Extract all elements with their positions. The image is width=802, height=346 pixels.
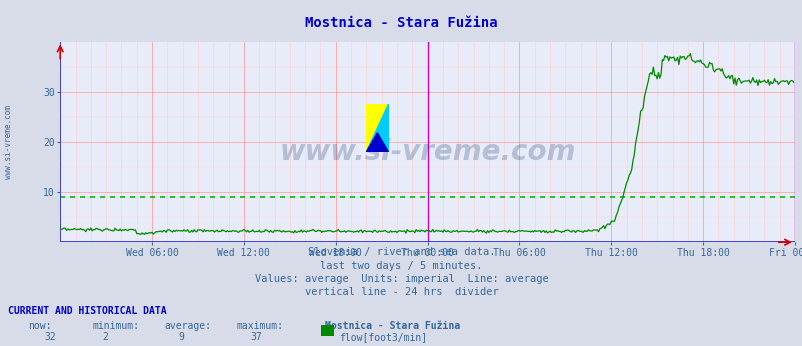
Text: CURRENT AND HISTORICAL DATA: CURRENT AND HISTORICAL DATA xyxy=(8,306,167,316)
Text: Mostnica - Stara Fužina: Mostnica - Stara Fužina xyxy=(325,321,460,331)
Text: minimum:: minimum: xyxy=(92,321,140,331)
Polygon shape xyxy=(366,133,388,152)
Text: now:: now: xyxy=(28,321,51,331)
Text: www.si-vreme.com: www.si-vreme.com xyxy=(4,105,13,179)
Polygon shape xyxy=(366,104,388,152)
Text: Mostnica - Stara Fužina: Mostnica - Stara Fužina xyxy=(305,16,497,29)
Text: 37: 37 xyxy=(250,332,262,342)
Text: vertical line - 24 hrs  divider: vertical line - 24 hrs divider xyxy=(304,287,498,297)
Text: Values: average  Units: imperial  Line: average: Values: average Units: imperial Line: av… xyxy=(254,274,548,284)
Text: Slovenia / river and sea data.: Slovenia / river and sea data. xyxy=(307,247,495,257)
Text: average:: average: xyxy=(164,321,212,331)
Text: 9: 9 xyxy=(178,332,184,342)
Text: 32: 32 xyxy=(44,332,56,342)
Text: last two days / 5 minutes.: last two days / 5 minutes. xyxy=(320,261,482,271)
Text: 2: 2 xyxy=(103,332,108,342)
Text: maximum:: maximum: xyxy=(237,321,284,331)
Polygon shape xyxy=(366,104,388,152)
Text: flow[foot3/min]: flow[foot3/min] xyxy=(338,332,427,342)
Text: www.si-vreme.com: www.si-vreme.com xyxy=(279,138,575,166)
